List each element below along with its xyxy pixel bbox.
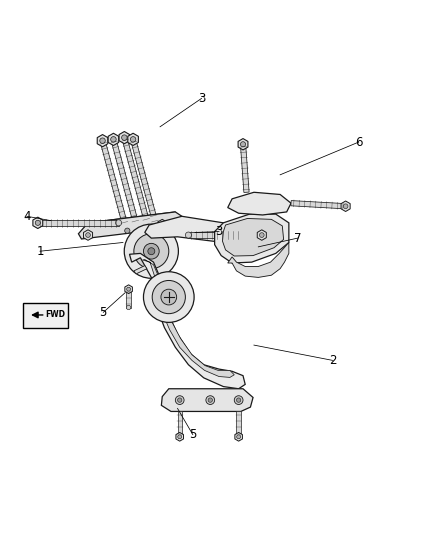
Text: 7: 7 <box>294 232 301 245</box>
Polygon shape <box>33 217 43 229</box>
Text: 3: 3 <box>215 225 223 238</box>
Polygon shape <box>257 230 266 240</box>
Polygon shape <box>235 432 242 441</box>
Polygon shape <box>240 144 249 192</box>
Circle shape <box>178 435 182 439</box>
Circle shape <box>122 135 127 140</box>
Text: 3: 3 <box>198 92 205 105</box>
Circle shape <box>343 204 348 209</box>
Circle shape <box>177 434 182 439</box>
Polygon shape <box>111 139 138 224</box>
Circle shape <box>127 305 131 310</box>
Polygon shape <box>291 200 346 209</box>
Text: 1: 1 <box>36 245 44 258</box>
Polygon shape <box>143 260 234 377</box>
Circle shape <box>127 287 131 291</box>
Circle shape <box>160 222 165 227</box>
Polygon shape <box>130 253 245 389</box>
Polygon shape <box>223 219 284 256</box>
Circle shape <box>35 220 40 225</box>
Circle shape <box>134 234 169 269</box>
Circle shape <box>208 398 212 402</box>
Circle shape <box>144 244 159 259</box>
Polygon shape <box>188 232 241 238</box>
Text: 6: 6 <box>355 135 363 149</box>
Polygon shape <box>236 229 246 241</box>
Polygon shape <box>177 411 182 437</box>
Circle shape <box>206 395 215 405</box>
FancyArrowPatch shape <box>32 312 43 318</box>
Circle shape <box>100 138 105 143</box>
Circle shape <box>144 272 194 322</box>
Polygon shape <box>127 289 131 308</box>
Polygon shape <box>128 133 138 146</box>
Polygon shape <box>108 133 119 146</box>
Circle shape <box>238 232 244 238</box>
Circle shape <box>234 395 243 405</box>
Circle shape <box>259 233 264 237</box>
Polygon shape <box>97 134 108 147</box>
Circle shape <box>125 228 130 233</box>
Circle shape <box>116 220 122 226</box>
Text: 5: 5 <box>99 306 107 319</box>
Circle shape <box>185 232 191 238</box>
Polygon shape <box>134 265 147 274</box>
Circle shape <box>240 142 246 147</box>
Circle shape <box>131 136 136 142</box>
Circle shape <box>237 435 240 439</box>
Circle shape <box>148 248 155 255</box>
Text: FWD: FWD <box>45 310 65 319</box>
Polygon shape <box>78 212 182 239</box>
Polygon shape <box>228 192 291 215</box>
Polygon shape <box>122 137 149 223</box>
Circle shape <box>86 233 90 237</box>
Circle shape <box>237 434 241 439</box>
Polygon shape <box>119 132 130 144</box>
Polygon shape <box>158 220 167 230</box>
Polygon shape <box>125 285 132 294</box>
Polygon shape <box>81 212 175 238</box>
Circle shape <box>111 137 116 142</box>
Text: 5: 5 <box>189 428 197 441</box>
Circle shape <box>122 135 127 140</box>
Polygon shape <box>131 139 158 224</box>
Circle shape <box>161 289 177 305</box>
Text: 2: 2 <box>329 354 336 367</box>
Polygon shape <box>228 243 289 277</box>
Polygon shape <box>38 220 119 226</box>
Polygon shape <box>176 432 184 441</box>
Polygon shape <box>215 214 289 263</box>
FancyBboxPatch shape <box>23 303 68 328</box>
Circle shape <box>175 395 184 405</box>
Circle shape <box>131 137 136 142</box>
Circle shape <box>111 136 116 142</box>
Polygon shape <box>341 201 350 212</box>
Circle shape <box>237 398 241 402</box>
Polygon shape <box>237 411 241 437</box>
Polygon shape <box>84 230 92 240</box>
Circle shape <box>343 204 348 208</box>
Circle shape <box>124 224 178 278</box>
Circle shape <box>152 280 185 313</box>
Circle shape <box>240 142 246 147</box>
Polygon shape <box>161 389 253 411</box>
Polygon shape <box>100 140 127 225</box>
Polygon shape <box>238 139 248 150</box>
Circle shape <box>100 138 105 143</box>
Circle shape <box>177 398 182 402</box>
Polygon shape <box>145 216 243 243</box>
Text: 4: 4 <box>23 210 31 223</box>
